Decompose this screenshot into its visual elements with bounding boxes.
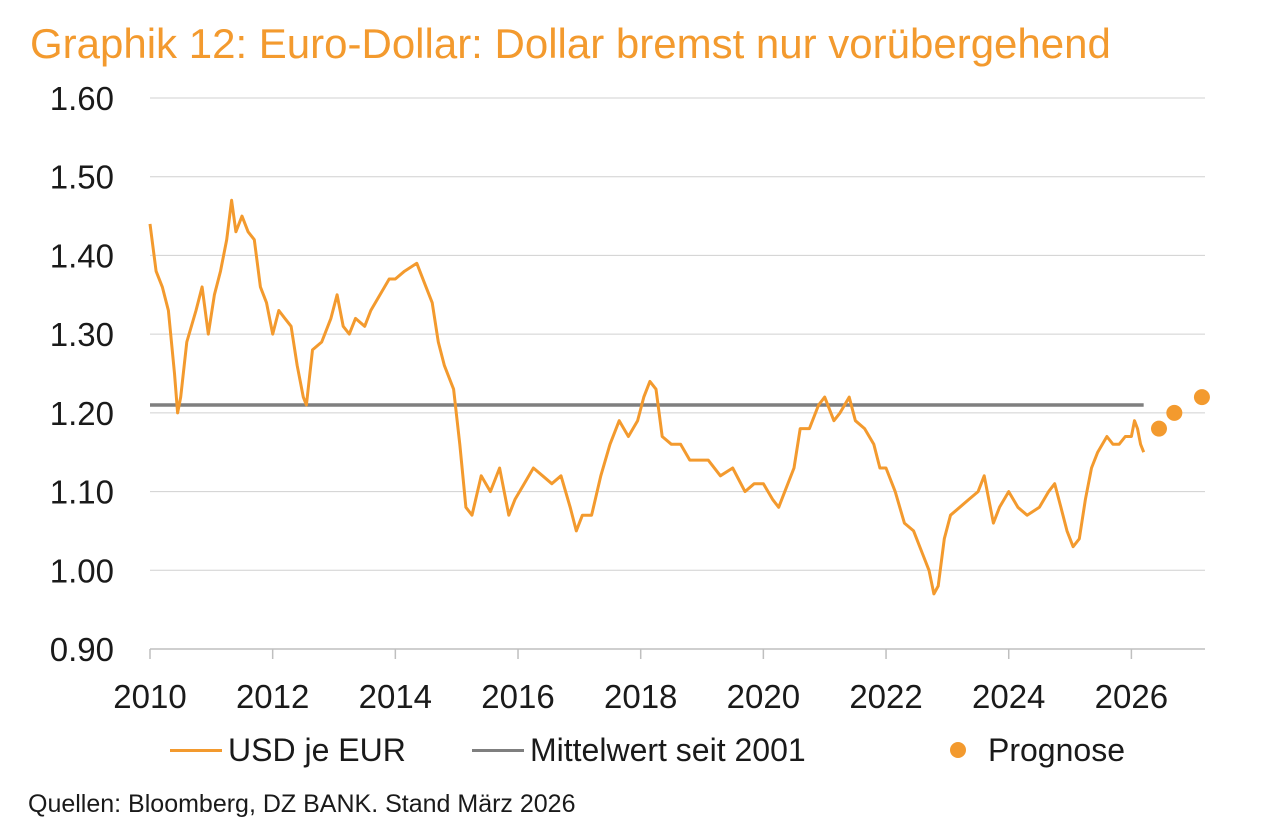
y-tick-label: 1.30	[50, 316, 114, 353]
x-axis-labels: 2010 2012 2014 2016 2018 2020 2022 2024 2026	[113, 678, 1168, 715]
x-tick-label: 2022	[849, 678, 922, 715]
forecast-point	[1150, 420, 1167, 437]
legend-swatch-dot	[950, 742, 966, 758]
legend: USD je EUR Mittelwert seit 2001 Prognose	[0, 728, 1280, 772]
source-note: Quellen: Bloomberg, DZ BANK. Stand März …	[28, 790, 576, 818]
legend-label: Mittelwert seit 2001	[530, 732, 806, 768]
legend-item-usd-je-eur: USD je EUR	[170, 728, 406, 772]
x-tick-label: 2010	[113, 678, 186, 715]
x-tick-label: 2016	[481, 678, 554, 715]
series-usd-je-eur-line	[148, 198, 1146, 596]
y-tick-label: 1.60	[50, 80, 114, 117]
x-tick-label: 2026	[1095, 678, 1168, 715]
legend-swatch-line	[170, 748, 222, 752]
chart-title: Graphik 12: Euro-Dollar: Dollar bremst n…	[30, 20, 1111, 67]
legend-item-mittelwert: Mittelwert seit 2001	[472, 728, 806, 772]
x-tick-label: 2014	[359, 678, 432, 715]
y-axis-labels: 0.90 1.00 1.10 1.20 1.30 1.40 1.50 1.60	[50, 80, 114, 668]
y-tick-label: 1.00	[50, 552, 114, 589]
forecast-point	[1193, 389, 1210, 406]
y-tick-label: 1.10	[50, 474, 114, 511]
x-tick-label: 2012	[236, 678, 309, 715]
y-tick-label: 1.20	[50, 395, 114, 432]
legend-label: USD je EUR	[228, 732, 406, 768]
forecast-point	[1166, 404, 1183, 421]
x-tick-label: 2018	[604, 678, 677, 715]
series-layer	[148, 198, 1210, 596]
x-tick-label: 2024	[972, 678, 1045, 715]
x-tick-label: 2020	[727, 678, 800, 715]
y-tick-label: 0.90	[50, 631, 114, 668]
legend-swatch-line	[472, 748, 524, 752]
legend-label: Prognose	[988, 732, 1125, 768]
y-tick-label: 1.50	[50, 159, 114, 196]
y-tick-label: 1.40	[50, 237, 114, 274]
legend-item-prognose: Prognose	[950, 728, 1125, 772]
